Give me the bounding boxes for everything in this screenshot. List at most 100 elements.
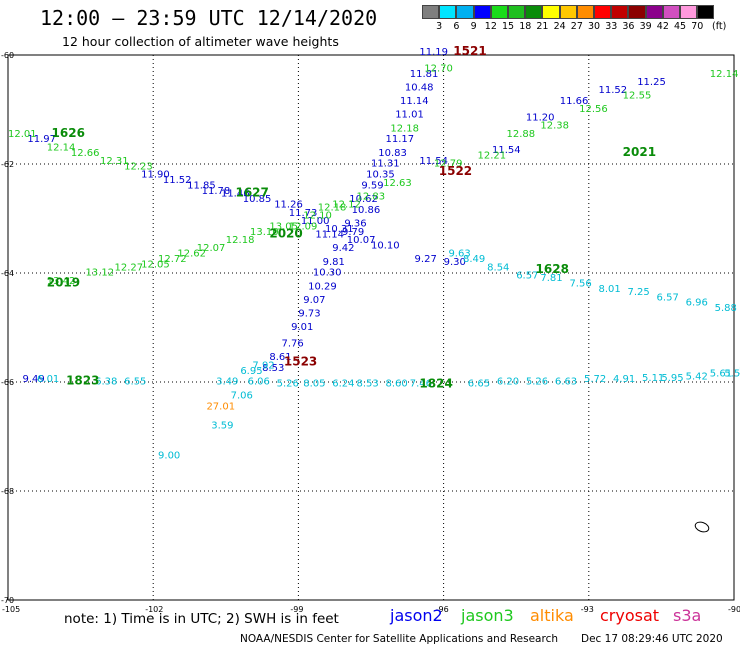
wave-height-jason2: 10.30: [313, 268, 342, 279]
wave-height-s3a: 5.95: [661, 373, 683, 384]
wave-height-jason3: 12.62: [177, 249, 206, 260]
color-scale-swatch: [645, 5, 663, 19]
wave-height-s3a: 3.59: [211, 420, 233, 431]
wave-height-s3a: 5.08: [739, 366, 740, 377]
wave-height-jason2: 9.30: [444, 257, 466, 268]
color-scale-label: 12: [484, 21, 497, 32]
wave-height-s3a: 6.63: [555, 377, 577, 388]
legend-jason3: jason3: [461, 606, 514, 625]
pass-time-label: 2021: [623, 145, 656, 159]
wave-height-jason2: 11.52: [163, 175, 192, 186]
wave-height-jason2: 9.27: [415, 254, 437, 265]
wave-height-s3a: 6.96: [686, 298, 708, 309]
pass-time-label: 2020: [269, 227, 302, 241]
wave-height-s3a: 4.91: [613, 374, 635, 385]
wave-height-jason2: 9.07: [303, 295, 325, 306]
wave-height-s3a: 6.55: [124, 377, 146, 388]
wave-height-jason3: 12.38: [540, 121, 569, 132]
wave-height-jason2: 11.54: [419, 156, 448, 167]
color-scale-swatch: [525, 5, 543, 19]
y-tick-label: -64: [1, 269, 14, 278]
x-tick-label: -93: [581, 605, 594, 614]
color-scale-swatch: [490, 5, 508, 19]
legend-cryosat: cryosat: [600, 606, 660, 625]
wave-height-s3a: 5.11: [642, 373, 664, 384]
wave-height-s3a: 8.53: [356, 378, 378, 389]
wave-height-s3a: 7.25: [628, 287, 650, 298]
pass-time-label: 1521: [453, 44, 486, 58]
color-scale-label: 36: [622, 21, 635, 32]
pass-time-label: 1627: [235, 186, 268, 200]
wave-height-jason3: 12.70: [424, 63, 453, 74]
wave-height-s3a: 6.57: [516, 270, 538, 281]
wave-height-s3a: 7.81: [540, 273, 562, 284]
wave-height-jason2: 11.17: [386, 134, 415, 145]
color-scale-label: 18: [519, 21, 532, 32]
wave-height-s3a: 5.72: [584, 374, 606, 385]
wave-height-s3a: 9.00: [158, 450, 180, 461]
wave-height-jason3: 12.56: [579, 104, 608, 115]
wave-height-s3a: 8.54: [487, 262, 509, 273]
color-scale-label: 33: [605, 21, 618, 32]
y-tick-label: -66: [1, 378, 14, 387]
wave-height-jason2: 11.78: [202, 186, 231, 197]
wave-height-jason2: 7.76: [281, 339, 303, 350]
wave-height-jason2: 11.73: [289, 208, 318, 219]
wave-height-jason2: 10.35: [366, 170, 395, 181]
wave-height-jason3: 12.07: [197, 243, 226, 254]
wave-height-jason2: 10.31: [325, 224, 354, 235]
wave-height-jason3: 13.10: [250, 227, 279, 238]
wave-height-jason2: 11.54: [492, 145, 521, 156]
wave-height-jason3: 12.18: [390, 123, 419, 134]
wave-height-jason2: 11.19: [419, 47, 448, 58]
wave-height-jason2: 11.20: [526, 112, 555, 123]
wave-height-jason3: 12.18: [226, 235, 255, 246]
wave-height-jason2: 11.90: [141, 170, 170, 181]
wave-height-jason2: 11.81: [410, 69, 439, 80]
wave-height-jason2: 11.46: [221, 189, 250, 200]
wave-height-jason2: 9.42: [332, 243, 354, 254]
wave-height-jason3: 12.01: [8, 129, 37, 140]
wave-height-jason2: 9.73: [298, 309, 320, 320]
legend-altika: altika: [530, 606, 574, 625]
color-scale-swatch: [576, 5, 594, 19]
pass-time-label: 1628: [536, 262, 569, 276]
wave-height-jason2: 11.31: [371, 159, 400, 170]
x-tick-label: -90: [728, 605, 740, 614]
chart-title: 12:00 – 23:59 UTC 12/14/2020: [40, 6, 378, 30]
color-scale-swatch: [508, 5, 526, 19]
wave-height-s3a: 6.20: [497, 377, 519, 388]
y-tick-label: -60: [1, 51, 14, 60]
wave-height-jason2: 9.36: [344, 219, 366, 230]
wave-height-jason2: 11.66: [560, 96, 589, 107]
pass-time-label: 1823: [66, 374, 99, 388]
island-outline: [694, 521, 710, 533]
wave-height-jason3: 12.05: [141, 260, 170, 271]
plot-frame: [7, 54, 735, 601]
wave-height-jason3: 12.23: [124, 161, 153, 172]
wave-height-jason3: 12.21: [477, 151, 506, 162]
footer-timestamp: Dec 17 08:29:46 UTC 2020: [581, 633, 723, 645]
wave-height-jason3: 12.10: [303, 211, 332, 222]
wave-height-jason2: 9.81: [323, 257, 345, 268]
wave-height-s3a: 5.88: [715, 303, 737, 314]
color-scale-label: 27: [570, 21, 583, 32]
wave-height-s3a: 6.38: [95, 377, 117, 388]
wave-height-s3a: 3.49: [216, 377, 238, 388]
wave-height-s3a: 7.46: [410, 378, 432, 389]
wave-height-jason3: 12.09: [289, 221, 318, 232]
color-scale-label: 30: [588, 21, 601, 32]
color-scale-swatch: [559, 5, 577, 19]
wave-height-s3a: 7.06: [231, 390, 253, 401]
color-scale-swatch: [439, 5, 457, 19]
x-tick-label: -96: [436, 605, 449, 614]
wave-height-jason3: 12.63: [383, 178, 412, 189]
color-scale-swatch: [473, 5, 491, 19]
wave-height-s3a: 6.95: [240, 366, 262, 377]
color-scale-swatch: [611, 5, 629, 19]
wave-height-jason2: 9.59: [361, 181, 383, 192]
wave-height-jason2: 11.97: [27, 134, 56, 145]
wave-height-jason3: 12.83: [356, 191, 385, 202]
color-scale-label: 6: [453, 21, 460, 32]
